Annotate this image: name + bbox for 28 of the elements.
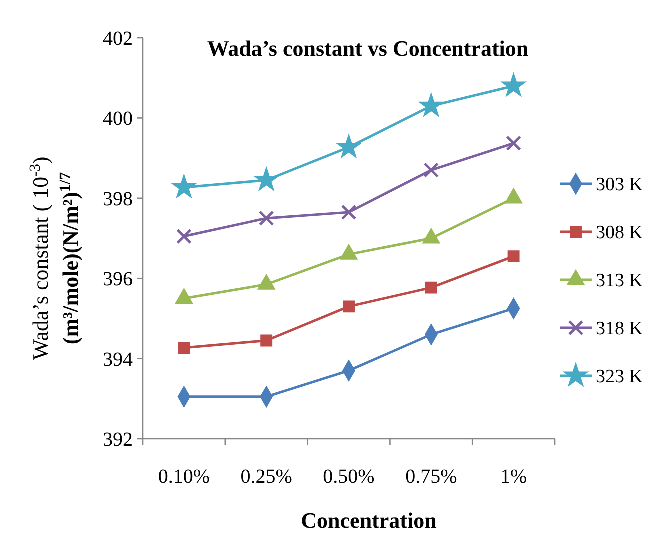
y-tick-label: 394 (103, 348, 133, 371)
y-tick-label: 396 (103, 268, 133, 291)
point (424, 162, 440, 178)
legend-label: 303 K (596, 174, 644, 196)
point (425, 282, 438, 294)
legend-label: 323 K (596, 366, 644, 388)
point (178, 342, 190, 354)
legend-label: 318 K (596, 318, 644, 340)
y-tick-label: 402 (103, 28, 133, 50)
y-tick-label: 400 (103, 108, 133, 130)
legend-label: 308 K (596, 222, 644, 244)
x-tick-label: 0.75% (406, 466, 458, 488)
point (343, 300, 355, 313)
point (506, 136, 522, 152)
point (341, 204, 357, 220)
chart-title: Wada’s constant vs Concentration (207, 36, 529, 61)
x-tick-label: 0.10% (158, 466, 210, 488)
x-tick-label: 0.25% (240, 466, 292, 488)
point (176, 228, 192, 244)
point (258, 210, 274, 226)
x-tick-label: 0.50% (323, 466, 375, 488)
y-tick-label: 392 (103, 429, 133, 451)
y-tick-label: 398 (103, 188, 133, 210)
point (260, 334, 273, 347)
x-axis-title: Concentration (301, 508, 437, 533)
legend-label: 313 K (596, 270, 644, 292)
point (508, 250, 520, 263)
x-tick-label: 1% (500, 466, 528, 488)
